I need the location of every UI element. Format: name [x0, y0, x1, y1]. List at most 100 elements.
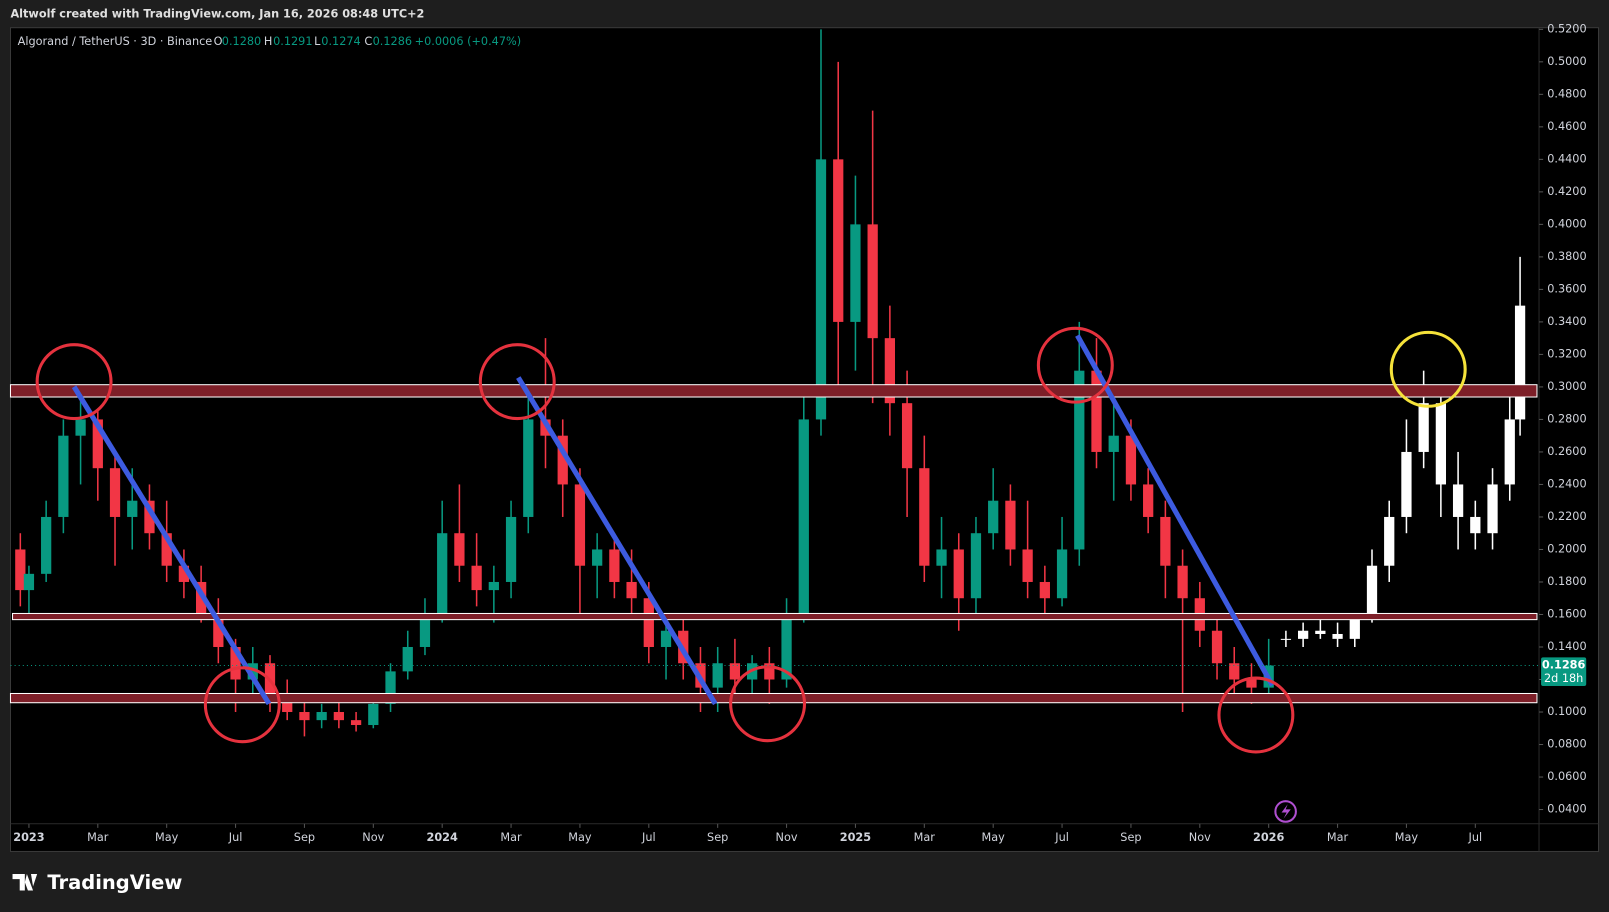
candle-body: [970, 533, 982, 599]
candle-body: [850, 224, 861, 322]
y-tick-label: 0.3800: [1547, 250, 1586, 263]
candle-body: [368, 703, 379, 726]
candle-body: [109, 468, 121, 517]
candle-body: [1470, 516, 1481, 534]
last-price-label: 0.1286: [1542, 659, 1586, 672]
trendline: [71, 385, 272, 706]
event-icon-bolt: [1281, 804, 1291, 819]
x-tick-label: Mar: [87, 831, 109, 844]
circle: [478, 343, 556, 421]
candle-body: [1246, 679, 1257, 688]
candle-body: [1418, 403, 1429, 452]
candle-body: [729, 663, 741, 680]
x-tick-label: 2024: [427, 831, 459, 844]
candle-body: [764, 663, 775, 680]
target-circle: [1389, 330, 1467, 408]
y-tick-label: 0.0800: [1547, 738, 1586, 751]
y-tick-label: 0.4200: [1547, 185, 1586, 198]
candle-body: [1143, 484, 1154, 517]
candle-body: [41, 516, 52, 574]
y-tick-label: 0.3200: [1547, 347, 1586, 360]
candle-body: [884, 338, 896, 404]
candle-body: [574, 484, 586, 566]
candle-body: [919, 468, 930, 566]
y-tick-label: 0.1800: [1547, 575, 1586, 588]
candle-body: [523, 419, 534, 517]
candle-body: [316, 712, 327, 721]
candle-body: [798, 419, 809, 615]
countdown-label: 2d 18h: [1544, 672, 1583, 685]
candle-body: [1039, 581, 1050, 599]
logo: TradingView: [12, 871, 182, 894]
header: Altwolf created with TradingView.com, Ja…: [10, 7, 424, 20]
candle-body: [1366, 565, 1378, 618]
x-tick-label: Jul: [1468, 831, 1483, 844]
support-zone: [9, 692, 1538, 704]
candle-body: [815, 159, 827, 420]
candle-body: [144, 500, 155, 534]
candle-body: [1384, 516, 1395, 566]
last-price-box: [1541, 657, 1587, 687]
candle-body: [609, 549, 620, 582]
candle-body: [127, 500, 138, 517]
y-tick-label: 0.2800: [1547, 412, 1586, 425]
candle-body: [1514, 305, 1526, 420]
candle-body: [58, 435, 69, 517]
candle-body: [454, 533, 465, 566]
drawings: [9, 326, 1538, 823]
x-tick-label: Sep: [294, 831, 315, 844]
candle-body: [988, 500, 999, 534]
candle-body: [557, 435, 568, 485]
candle-body: [1211, 630, 1223, 664]
x-tick-label: Nov: [776, 831, 798, 844]
candle-body: [402, 646, 413, 672]
y-tick-label: 0.2000: [1547, 542, 1586, 555]
resistance-zone: [9, 384, 1538, 398]
x-tick-label: Jul: [1054, 831, 1069, 844]
y-tick-label: 0.2600: [1547, 445, 1586, 458]
candle-body: [350, 720, 362, 726]
candle-body: [333, 712, 345, 721]
circles: [35, 326, 1295, 754]
y-tick-label: 0.4000: [1547, 217, 1586, 230]
candle-body: [213, 614, 224, 647]
candle-body: [1074, 370, 1085, 550]
x-tick-label: May: [982, 831, 1006, 844]
x-tick-label: 2023: [13, 831, 44, 844]
candle-body: [1487, 484, 1498, 534]
circle: [203, 666, 281, 744]
trendline: [1075, 334, 1275, 687]
y-tick-label: 0.3000: [1547, 380, 1586, 393]
candle-body: [471, 565, 482, 591]
x-tick-label: Nov: [362, 831, 384, 844]
candle-body: [712, 663, 723, 688]
candle-body: [419, 614, 431, 647]
candle-body: [92, 419, 103, 469]
legend: Algorand / TetherUS · 3D · Binance O 0.1…: [18, 35, 521, 48]
candle-body: [1056, 549, 1068, 599]
circle: [1036, 326, 1114, 404]
candle-body: [1435, 403, 1447, 485]
candle-body: [936, 549, 947, 566]
candle-body: [1280, 638, 1292, 640]
x-tick-label: May: [1395, 831, 1419, 844]
y-tick-label: 0.5200: [1547, 22, 1586, 35]
x-tick-label: Jul: [228, 831, 243, 844]
candle-body: [230, 646, 241, 680]
event-icon[interactable]: [1274, 800, 1297, 823]
candle-body: [385, 671, 396, 704]
y-tick-label: 0.0400: [1547, 803, 1586, 816]
candle-body: [626, 581, 637, 599]
y-tick-label: 0.1600: [1547, 607, 1586, 620]
candle-body: [1177, 565, 1188, 599]
candle-body: [1401, 451, 1412, 517]
candle-body: [833, 159, 844, 322]
ohlc-label: H: [264, 35, 272, 48]
circle: [1217, 676, 1295, 754]
candle-body: [15, 549, 26, 591]
x-tick-label: Sep: [707, 831, 728, 844]
x-tick-label: May: [155, 831, 179, 844]
candle-body: [505, 516, 517, 582]
x-tick-label: Mar: [914, 831, 936, 844]
